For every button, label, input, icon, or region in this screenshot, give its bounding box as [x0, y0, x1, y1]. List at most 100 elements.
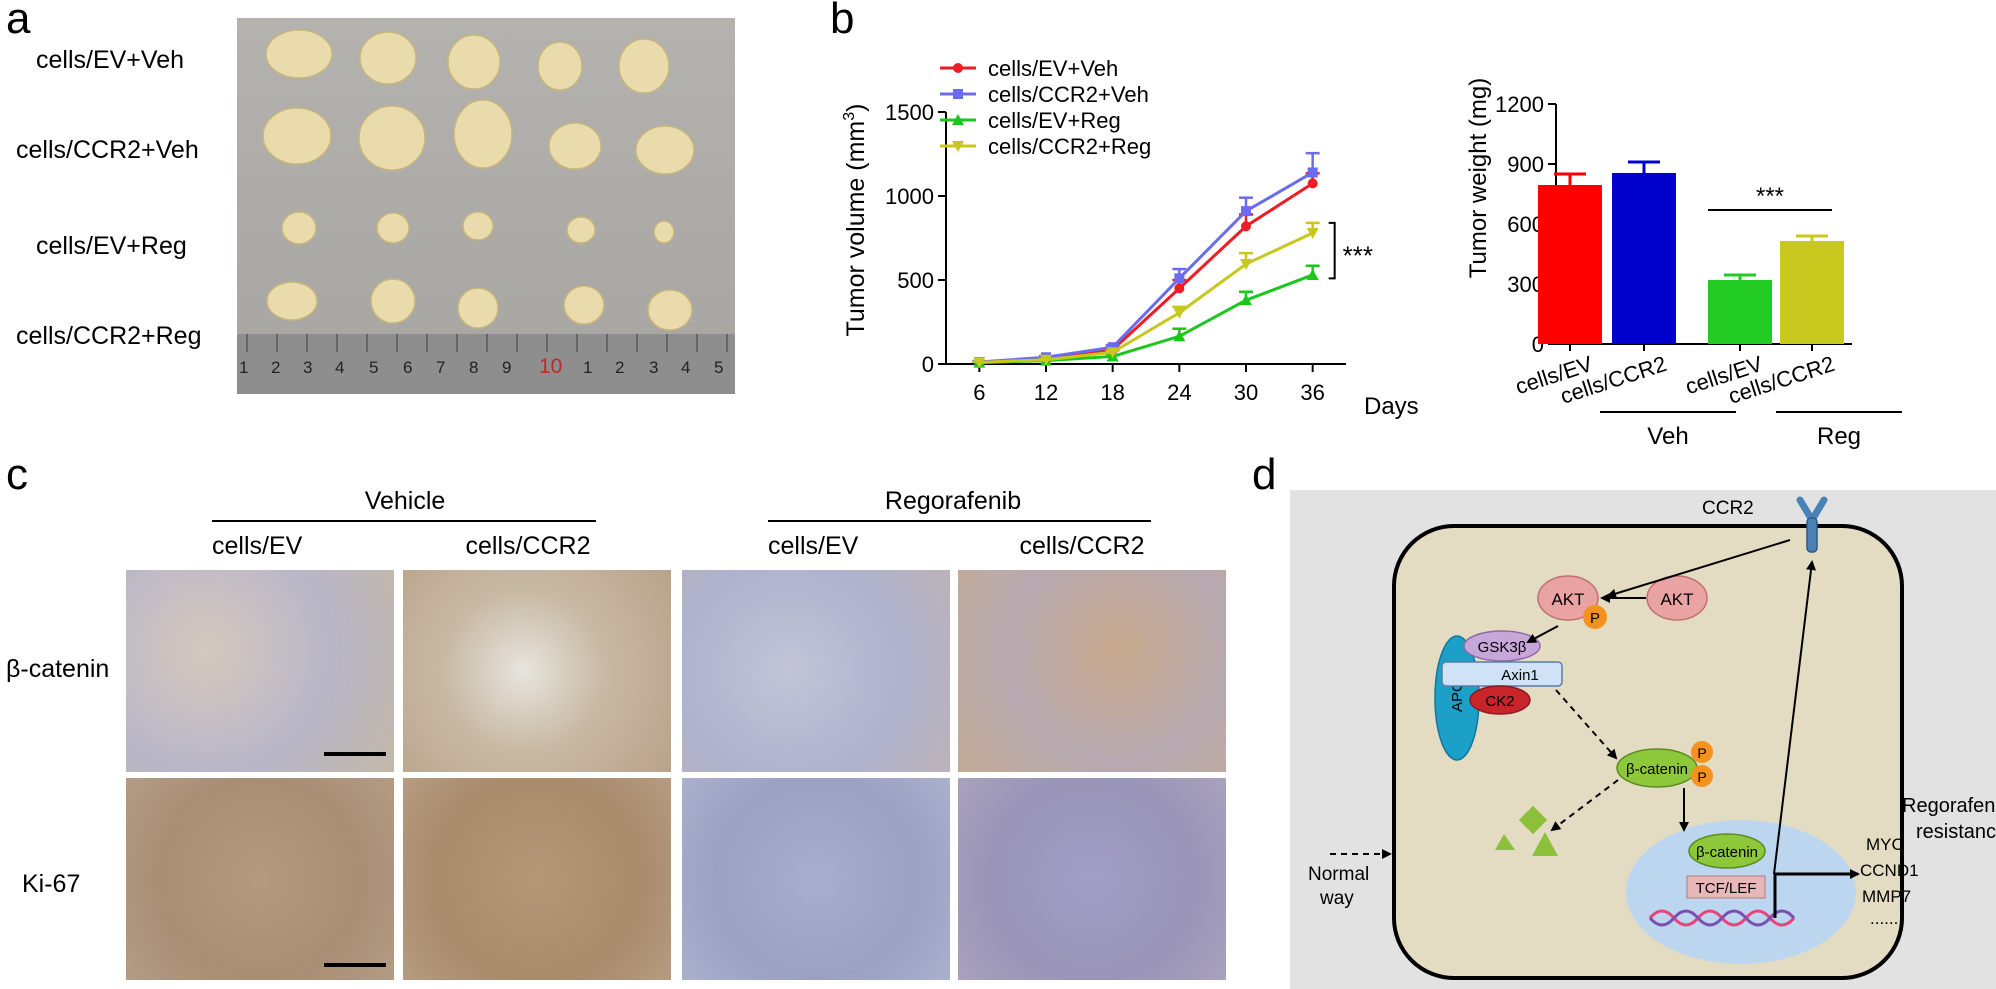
bar [1780, 241, 1844, 344]
series-line [979, 231, 1314, 364]
tumor-photo-drawing [237, 29, 735, 394]
ruler-number: 5 [714, 358, 724, 377]
group-label-regorafenib: Regorafenib [884, 487, 1022, 515]
ruler-number: 1 [583, 358, 593, 377]
beta-catenin-node [1688, 833, 1766, 869]
legend-marker [952, 114, 964, 125]
ruler-number: 8 [469, 358, 479, 377]
beta-catenin-p-label: β-catenin [1626, 761, 1688, 778]
phospho-node [1691, 741, 1713, 763]
phospho-label: P [1697, 745, 1706, 761]
dashed-arrow [1555, 689, 1618, 760]
dna-helix-icon [1648, 909, 1796, 927]
phospho-label: P [1590, 610, 1600, 627]
data-point [1240, 294, 1252, 306]
tumor-volume-line-chart: Tumor volume (mm3) Days 0 500 1000 1500 6 12 1… [841, 56, 1419, 420]
column-label: cells/CCR2 [1019, 532, 1145, 560]
row-label-ki67: Ki-67 [22, 870, 81, 898]
tcf-lef-node [1686, 875, 1766, 899]
normal-way-label: way [1319, 888, 1354, 909]
panel-letter-a: a [6, 0, 31, 43]
ihc-image-reg-ccr2-bcat [958, 570, 1226, 772]
ihc-image-reg-ccr2-ki67 [958, 778, 1226, 980]
ruler [237, 334, 735, 394]
row-label: cells/CCR2+Reg [16, 322, 202, 350]
column-label: cells/EV [212, 532, 303, 560]
x-tick-label: 6 [973, 380, 985, 405]
group-label-vehicle: Vehicle [364, 487, 446, 515]
column-label: cells/EV [768, 532, 859, 560]
legend-entry: cells/CCR2+Reg [988, 134, 1151, 159]
row-label-beta-catenin: β-catenin [6, 655, 110, 683]
ihc-image-veh-ccr2-bcat [403, 570, 671, 772]
ruler-number: 4 [681, 358, 691, 377]
tumor-photo [237, 18, 735, 394]
data-point [973, 357, 986, 369]
legend-entry: cells/EV+Reg [988, 108, 1121, 133]
group-label: Reg [1817, 423, 1861, 450]
row-label: cells/CCR2+Veh [16, 136, 199, 164]
ihc-image-veh-ev-ki67 [126, 778, 394, 980]
side-label: resistance [1916, 821, 1996, 843]
axin1-label: Axin1 [1501, 667, 1539, 684]
y-tick-label: 0 [922, 352, 934, 377]
ck2-node [1469, 685, 1531, 715]
arrow [1773, 560, 1816, 875]
row-label: cells/EV+Veh [36, 46, 185, 74]
ruler-number: 1 [239, 358, 249, 377]
y-tick-label: 1000 [885, 184, 934, 209]
data-point [1107, 342, 1118, 353]
x-tick-label: 18 [1100, 380, 1124, 405]
x-tick-label: 36 [1300, 380, 1324, 405]
legend-marker [953, 63, 963, 73]
data-point [1040, 354, 1052, 366]
panel-letter-b: b [830, 0, 855, 43]
gsk3b-node [1463, 630, 1541, 662]
ruler-number: 4 [335, 358, 345, 377]
ihc-image-reg-ev-bcat [682, 570, 950, 772]
p-akt-node [1537, 575, 1599, 621]
ruler-number: 6 [403, 358, 413, 377]
legend-entry: cells/EV+Veh [988, 56, 1118, 81]
ruler-number: 2 [271, 358, 281, 377]
y-tick-label: 500 [897, 268, 934, 293]
data-point [1307, 178, 1318, 189]
ccr2-signaling-diagram: CCR2 AKT AKT P APC GSK3β Axin1 CK2 β-cat… [1290, 490, 1996, 989]
tcf-lef-label: TCF/LEF [1696, 880, 1757, 897]
significance-label: *** [1756, 183, 1784, 210]
bar [1612, 173, 1676, 344]
data-point [1306, 268, 1319, 280]
phospho-label: P [1697, 769, 1706, 785]
degradation-fragments-icon [1495, 805, 1558, 856]
ruler-ticks [246, 334, 728, 352]
y-tick-label: 900 [1507, 152, 1544, 177]
normal-way-label: Normal [1308, 864, 1369, 885]
row-label: cells/EV+Reg [36, 232, 187, 260]
bar [1538, 185, 1602, 344]
bar [1708, 280, 1772, 344]
data-point [1241, 206, 1251, 217]
panel-letter-c: c [6, 450, 28, 499]
data-point [1174, 273, 1185, 284]
tumor-weight-bar-chart: Tumor weight (mg) 03006009001200cells/EV… [1465, 78, 1902, 450]
panel-letter-d: d [1252, 450, 1277, 499]
phospho-node [1583, 605, 1607, 629]
group-underline [768, 520, 1151, 522]
side-label: Regorafenib [1902, 795, 1996, 817]
series-line [979, 182, 1314, 364]
target-gene: MMP7 [1862, 887, 1911, 906]
significance-bracket [1328, 221, 1336, 280]
data-point [1241, 221, 1251, 232]
y-tick-label: 1500 [885, 100, 934, 125]
akt-label: AKT [1660, 590, 1693, 609]
y-tick-label: 600 [1507, 212, 1544, 237]
scale-bar [324, 963, 386, 967]
ccr2-label: CCR2 [1702, 498, 1754, 519]
dashed-arrow [1550, 779, 1619, 832]
y-axis-label: Tumor volume (mm3) [841, 104, 870, 337]
data-point [1174, 283, 1185, 294]
ruler-number: 7 [436, 358, 446, 377]
tumors [262, 29, 695, 331]
series-line [979, 171, 1314, 364]
data-point [1240, 259, 1252, 271]
